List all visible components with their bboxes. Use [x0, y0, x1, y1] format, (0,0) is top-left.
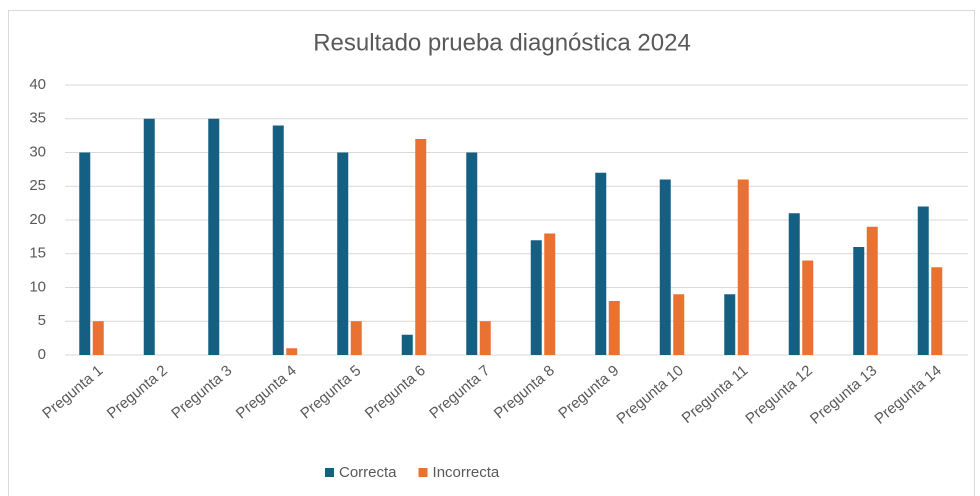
- y-tick-label: 15: [29, 245, 46, 262]
- bar: [350, 321, 362, 355]
- y-tick-label: 25: [29, 177, 46, 194]
- bar: [286, 348, 298, 355]
- bar: [415, 139, 427, 355]
- y-tick-label: 5: [38, 312, 46, 329]
- bar: [401, 334, 413, 355]
- y-tick-label: 35: [29, 110, 46, 127]
- bar: [724, 294, 736, 355]
- bar: [608, 301, 620, 355]
- chart-title: Resultado prueba diagnóstica 2024: [313, 29, 691, 56]
- bar: [917, 206, 929, 355]
- bar: [737, 179, 749, 355]
- bar: [466, 152, 478, 355]
- bar: [866, 226, 878, 355]
- y-tick-label: 30: [29, 143, 46, 160]
- bar: [530, 240, 542, 355]
- bar: [143, 118, 155, 355]
- bar: [544, 233, 556, 355]
- bar: [79, 152, 91, 355]
- legend-swatch: [325, 468, 334, 477]
- bar: [337, 152, 349, 355]
- bar: [673, 294, 685, 355]
- bar: [92, 321, 104, 355]
- bar: [853, 247, 865, 355]
- legend-label: Correcta: [339, 464, 397, 481]
- y-tick-label: 20: [29, 211, 46, 228]
- bar: [208, 118, 220, 355]
- bar: [802, 260, 814, 355]
- bar: [788, 213, 800, 355]
- legend-label: Incorrecta: [433, 464, 500, 481]
- bar: [595, 172, 607, 355]
- legend-swatch: [418, 468, 428, 477]
- bar: [659, 179, 671, 355]
- y-tick-label: 10: [29, 278, 46, 295]
- bar: [931, 267, 943, 355]
- y-tick-label: 0: [38, 346, 46, 363]
- y-tick-label: 40: [29, 76, 46, 93]
- bar: [479, 321, 491, 355]
- bar: [272, 125, 284, 355]
